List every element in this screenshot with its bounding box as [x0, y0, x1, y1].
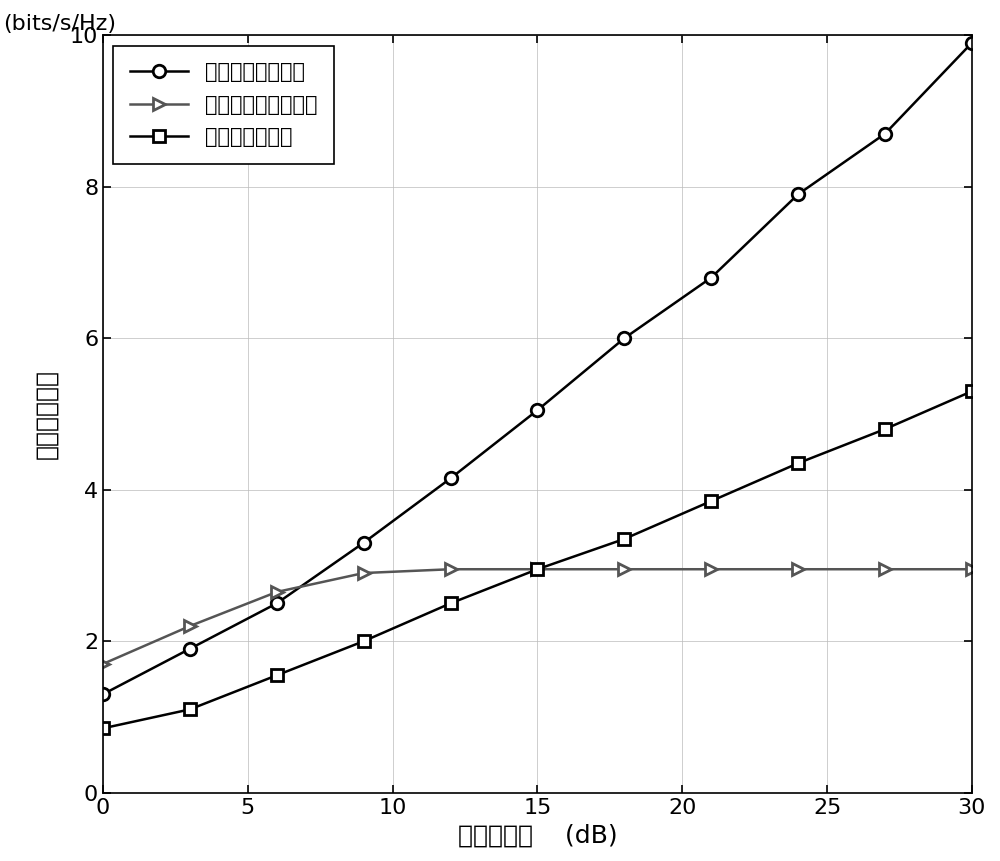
本发明的传输方案: [97, 689, 109, 699]
无自干扰消除的方案: [966, 564, 978, 574]
两时隙传输方案: [966, 386, 978, 396]
两时隙传输方案: [184, 704, 196, 715]
无自干扰消除的方案: [618, 564, 630, 574]
X-axis label: 发送信噪比    (dB): 发送信噪比 (dB): [458, 823, 617, 847]
两时隙传输方案: [879, 424, 891, 434]
本发明的传输方案: [879, 128, 891, 139]
Line: 无自干扰消除的方案: 无自干扰消除的方案: [97, 563, 978, 670]
两时隙传输方案: [271, 670, 283, 680]
本发明的传输方案: [358, 537, 370, 548]
本发明的传输方案: [966, 38, 978, 48]
本发明的传输方案: [618, 333, 630, 344]
本发明的传输方案: [792, 189, 804, 200]
Y-axis label: 系统安全速率: 系统安全速率: [35, 369, 59, 459]
两时隙传输方案: [792, 458, 804, 468]
无自干扰消除的方案: [531, 564, 543, 574]
Text: (bits/s/Hz): (bits/s/Hz): [3, 14, 116, 34]
无自干扰消除的方案: [792, 564, 804, 574]
本发明的传输方案: [184, 644, 196, 654]
两时隙传输方案: [97, 723, 109, 734]
无自干扰消除的方案: [271, 587, 283, 598]
Line: 两时隙传输方案: 两时隙传输方案: [97, 385, 978, 734]
两时隙传输方案: [358, 636, 370, 647]
两时隙传输方案: [531, 564, 543, 574]
Legend: 本发明的传输方案, 无自干扰消除的方案, 两时隙传输方案: 本发明的传输方案, 无自干扰消除的方案, 两时隙传输方案: [113, 46, 334, 164]
无自干扰消除的方案: [705, 564, 717, 574]
两时隙传输方案: [445, 598, 457, 609]
本发明的传输方案: [271, 598, 283, 609]
无自干扰消除的方案: [184, 621, 196, 631]
两时隙传输方案: [705, 496, 717, 506]
无自干扰消除的方案: [879, 564, 891, 574]
无自干扰消除的方案: [97, 659, 109, 669]
本发明的传输方案: [705, 272, 717, 282]
两时隙传输方案: [618, 534, 630, 544]
无自干扰消除的方案: [445, 564, 457, 574]
无自干扰消除的方案: [358, 568, 370, 579]
本发明的传输方案: [445, 474, 457, 484]
本发明的传输方案: [531, 405, 543, 415]
Line: 本发明的传输方案: 本发明的传输方案: [97, 36, 978, 701]
